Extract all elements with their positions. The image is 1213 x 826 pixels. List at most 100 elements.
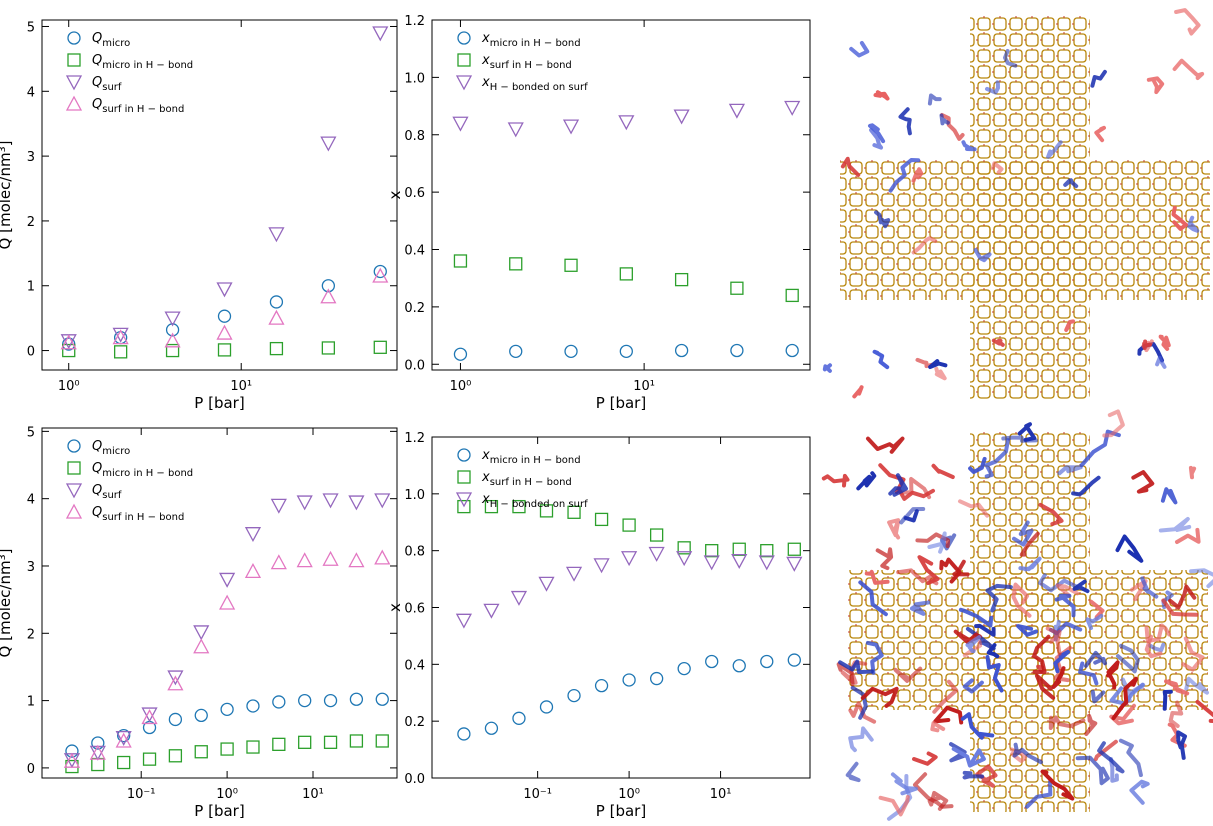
marker [218,283,232,296]
marker [67,76,81,89]
y-tick-label: 0 [27,345,35,360]
marker [218,326,232,339]
marker [373,27,387,40]
x-axis-label: P [bar] [194,802,244,820]
marker [619,116,633,129]
legend-symbol: x [481,75,490,90]
y-tick-label: 0.6 [404,602,425,617]
molecule [878,549,891,568]
molecule [942,115,963,139]
marker [564,120,578,133]
marker [733,543,745,555]
x-tick-label: 10⁻¹ [523,787,552,802]
marker [730,104,744,117]
legend-subscript: micro [102,446,130,457]
marker [67,484,81,497]
marker [731,282,743,294]
marker [324,494,338,507]
x-tick-label: 10⁰ [450,379,472,394]
legend-subscript: H − bonded on surf [490,82,588,93]
molecule [901,109,910,133]
marker [91,746,105,759]
y-tick-label: 1.0 [404,71,425,86]
x-tick-label: 10¹ [230,379,252,394]
marker [623,519,635,531]
marker [565,259,577,271]
y-tick-label: 2 [27,627,35,642]
snapshot-high-loading [824,411,1213,818]
legend-label: xmicro in H − bond [481,448,581,466]
legend-subscript: surf in H − bond [490,60,572,71]
marker [67,97,81,110]
marker [622,552,636,565]
marker [221,743,233,755]
marker [298,554,312,567]
x-tick-label: 10¹ [302,787,324,802]
marker [539,577,553,590]
molecule [1118,537,1142,561]
marker [169,750,181,762]
marker [786,344,798,356]
marker [68,462,80,474]
marker [273,738,285,750]
y-tick-label: 3 [27,560,35,575]
marker [68,54,80,66]
x-tick-label: 10⁰ [58,379,80,394]
molecule [848,764,859,780]
y-tick-label: 0.2 [404,301,425,316]
y-axis-label: Q [molec/nm³] [0,549,14,658]
molecule [1121,741,1141,775]
y-tick-label: 2 [27,215,35,230]
legend-symbol: x [481,53,490,68]
x-tick-label: 10⁰ [618,787,640,802]
molecule [1149,78,1162,92]
molecule [1163,489,1176,502]
legend-label: Qmicro [92,31,130,49]
marker [458,32,470,44]
molecule [858,473,874,488]
marker [454,348,466,360]
legend-symbol: Q [92,461,102,476]
marker [620,268,632,280]
snapshot-low-loading [825,10,1210,400]
x-tick-label: 10⁻¹ [127,787,156,802]
y-tick-label: 0.0 [404,772,425,787]
legend-subscript: micro [102,38,130,49]
legend-symbol: Q [92,439,102,454]
x-tick-label: 10⁰ [216,787,238,802]
x-tick-label: 10¹ [710,787,732,802]
marker [485,722,497,734]
marker [596,680,608,692]
marker [325,736,337,748]
molecule [1133,472,1152,492]
marker [169,713,181,725]
legend-label: xsurf in H − bond [481,53,572,71]
molecule [825,365,830,371]
y-tick-label: 0.0 [404,358,425,373]
y-tick-label: 4 [27,85,35,100]
marker [272,499,286,512]
marker [785,102,799,115]
marker [454,255,466,267]
legend-label: xsurf in H − bond [481,470,572,488]
marker [194,626,208,639]
molecule [875,352,888,367]
marker [324,552,338,565]
molecule [851,43,867,56]
marker [760,556,774,569]
marker [247,741,259,753]
marker [568,690,580,702]
marker [457,493,471,506]
molecule [1176,10,1199,33]
legend-subscript: micro in H − bond [102,468,193,479]
marker [220,573,234,586]
marker [458,728,470,740]
molecule [868,439,903,452]
marker [376,693,388,705]
y-tick-label: 0.4 [404,658,425,673]
legend-symbol: x [481,470,490,485]
molecule [1175,61,1203,78]
marker [761,655,773,667]
legend-symbol: Q [92,483,102,498]
